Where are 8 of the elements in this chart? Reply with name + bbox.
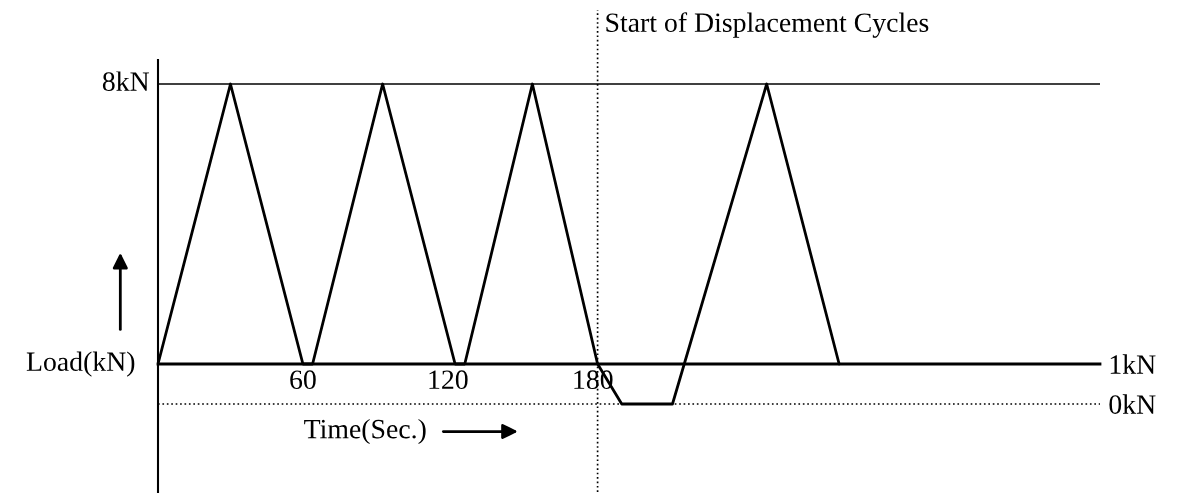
y-tick-label: 1kN: [1110, 354, 1156, 374]
y-axis-title: Load(kN): [26, 351, 135, 377]
ref-line-label: Start of Displacement Cycles: [606, 12, 929, 38]
x-axis-title: Time(Sec.): [304, 418, 426, 445]
x-tick-label: 120: [429, 370, 468, 390]
y-tick-label: 0kN: [1109, 394, 1156, 414]
x-tick-label: 60: [290, 370, 316, 390]
ref-line-label: 8kN: [102, 71, 150, 91]
